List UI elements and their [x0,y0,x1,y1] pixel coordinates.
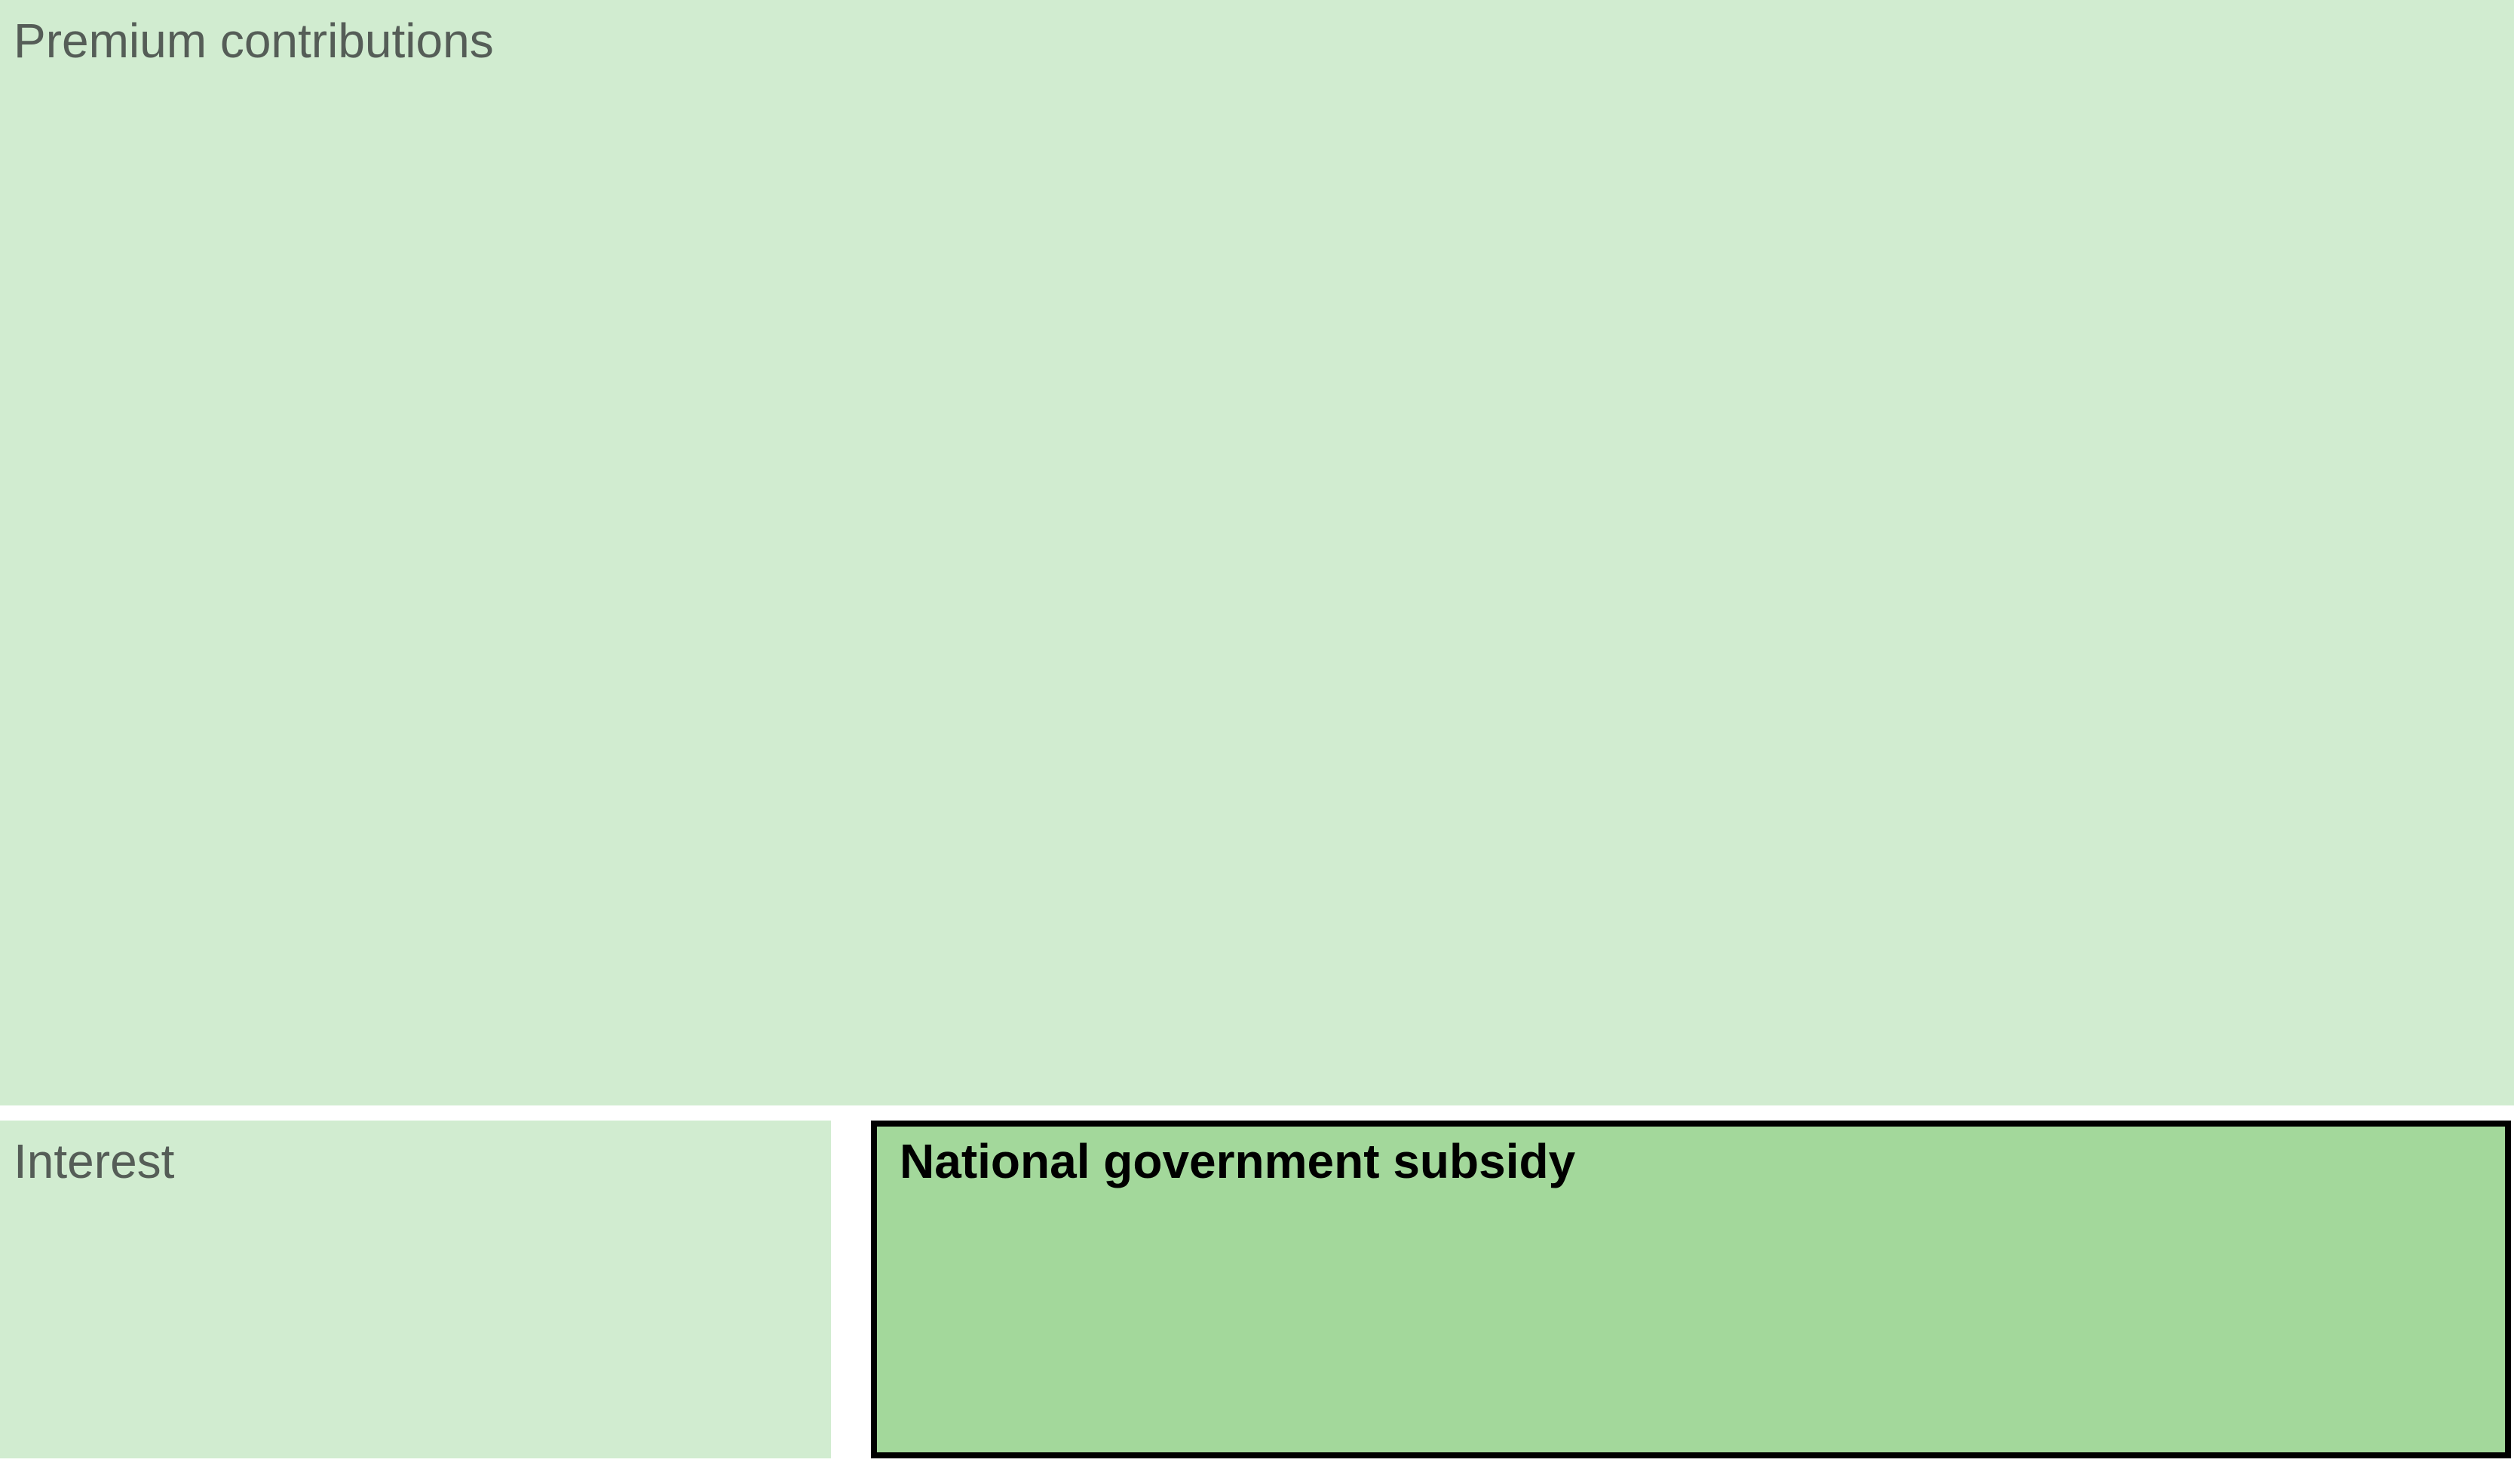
tile-interest[interactable]: Interest [0,1121,831,1458]
tile-label-interest: Interest [14,1134,175,1188]
tile-label-premium-contributions: Premium contributions [14,14,494,68]
tile-national-government-subsidy[interactable]: National government subsidy [871,1121,2511,1458]
tile-premium-contributions[interactable]: Premium contributions [0,0,2514,1105]
tile-label-national-government-subsidy: National government subsidy [900,1134,1576,1188]
